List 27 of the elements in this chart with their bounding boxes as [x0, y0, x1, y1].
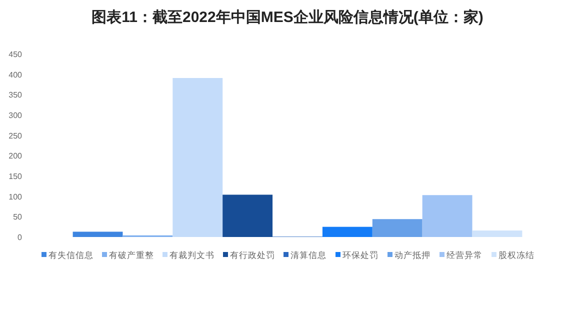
y-tick-label: 300 [8, 111, 23, 120]
legend-label: 动产抵押 [394, 250, 430, 260]
y-tick-label: 250 [8, 131, 23, 140]
bar [172, 78, 223, 237]
legend-label: 经营异常 [446, 250, 482, 260]
y-tick-label: 350 [8, 90, 23, 100]
chart-title: 图表11：截至2022年中国MES企业风险信息情况(单位：家) [92, 8, 484, 26]
legend-label: 股权冻结 [498, 250, 534, 260]
legend-label: 环保处罚 [342, 250, 378, 260]
bar [72, 232, 123, 237]
y-tick-label: 450 [8, 50, 23, 59]
legend-label: 有失信信息 [48, 250, 94, 260]
legend-label: 有裁判文书 [170, 250, 214, 260]
bar [322, 226, 372, 237]
y-tick-label: 100 [8, 192, 23, 202]
y-tick-label: 400 [8, 70, 23, 80]
y-tick-label: 50 [13, 212, 23, 222]
legend-label: 有破产重整 [109, 250, 154, 260]
y-tick-label: 200 [8, 152, 23, 161]
bar [472, 230, 522, 237]
y-tick-label: 150 [8, 172, 23, 181]
bar [222, 194, 273, 237]
bar [372, 219, 422, 237]
legend-label: 清算信息 [290, 250, 326, 260]
legend-label: 有行政处罚 [230, 250, 275, 260]
y-tick-label: 0 [18, 233, 23, 242]
bar [422, 195, 472, 237]
